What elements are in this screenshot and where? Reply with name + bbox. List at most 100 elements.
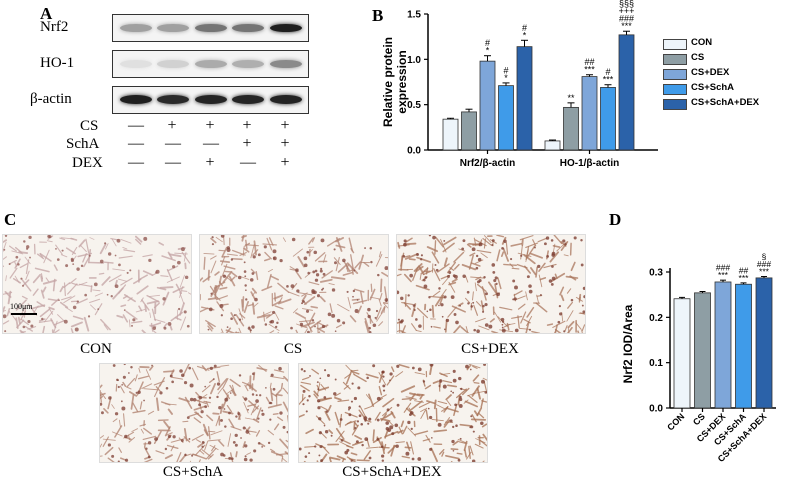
tissue-strand bbox=[201, 449, 212, 458]
tissue-strand bbox=[89, 298, 101, 304]
tissue-strand bbox=[506, 322, 510, 331]
tissue-strand bbox=[480, 252, 488, 259]
stained-cell bbox=[550, 239, 554, 242]
micrograph-caption: CS+SchA+DEX bbox=[342, 464, 442, 480]
tissue-strand bbox=[59, 301, 69, 309]
stained-cell bbox=[563, 330, 566, 333]
stained-cell bbox=[357, 386, 361, 390]
panel-letter-d: D bbox=[609, 210, 622, 229]
stained-cell bbox=[389, 425, 394, 430]
tissue-strand bbox=[443, 257, 448, 267]
tissue-strand bbox=[403, 273, 412, 283]
stained-cell bbox=[209, 366, 213, 370]
tissue-strand bbox=[329, 456, 341, 461]
stained-cell bbox=[488, 324, 493, 329]
tissue-strand bbox=[101, 276, 111, 286]
tissue-strand bbox=[57, 314, 65, 322]
tissue-strand bbox=[150, 322, 154, 332]
tissue-strand bbox=[42, 279, 57, 285]
tissue-strand bbox=[219, 403, 224, 414]
tissue-strand bbox=[283, 375, 288, 383]
tissue-strand bbox=[333, 257, 341, 265]
tissue-strand bbox=[237, 414, 242, 420]
tissue-strand bbox=[222, 271, 233, 283]
tissue-strand bbox=[303, 296, 316, 305]
stained-cell bbox=[384, 266, 388, 271]
tissue-strand bbox=[99, 243, 107, 255]
tissue-strand bbox=[82, 253, 87, 263]
stained-cell bbox=[130, 366, 133, 369]
legend-item: CS+SchA bbox=[663, 82, 783, 96]
tissue-strand bbox=[284, 451, 288, 455]
stained-cell bbox=[238, 318, 242, 321]
stained-cell bbox=[514, 328, 519, 333]
tissue-strand bbox=[530, 267, 537, 276]
tissue-strand bbox=[220, 364, 230, 367]
stained-cell bbox=[452, 369, 456, 373]
tissue-strand bbox=[378, 385, 383, 396]
stained-cell bbox=[368, 326, 371, 330]
tissue-strand bbox=[148, 294, 161, 297]
stained-cell bbox=[204, 385, 207, 388]
tissue-strand bbox=[225, 327, 232, 333]
tissue-strand bbox=[398, 364, 410, 369]
stained-cell bbox=[269, 418, 272, 421]
tissue-strand bbox=[44, 310, 54, 323]
stained-cell bbox=[478, 242, 483, 247]
tissue-strand bbox=[282, 457, 288, 462]
tissue-strand bbox=[309, 320, 322, 329]
tissue-strand bbox=[70, 321, 83, 328]
stained-cell bbox=[376, 418, 380, 422]
tissue-strand bbox=[179, 274, 185, 288]
tissue-strand bbox=[464, 400, 478, 408]
plus-sign: + bbox=[280, 135, 290, 152]
stained-cell bbox=[410, 427, 413, 430]
tissue-strand bbox=[241, 298, 244, 312]
stained-cell bbox=[270, 373, 274, 377]
tissue-strand bbox=[581, 324, 585, 332]
tissue-strand bbox=[221, 394, 229, 409]
tissue-strand bbox=[442, 277, 449, 286]
tissue-strand bbox=[376, 312, 383, 322]
stained-cell bbox=[503, 239, 507, 243]
stained-cell bbox=[458, 376, 462, 381]
tissue-strand bbox=[103, 408, 109, 414]
stained-cell bbox=[226, 248, 231, 253]
tissue-strand bbox=[489, 318, 495, 323]
bar bbox=[516, 46, 533, 151]
plus-sign: + bbox=[242, 135, 252, 152]
tissue-strand bbox=[579, 312, 585, 315]
stained-cell bbox=[305, 410, 308, 413]
tissue-strand bbox=[334, 411, 340, 426]
tissue-strand bbox=[225, 388, 234, 395]
stained-cell bbox=[438, 379, 443, 383]
tissue-strand bbox=[349, 458, 356, 461]
tissue-strand bbox=[401, 302, 414, 305]
stained-cell bbox=[76, 267, 80, 271]
stained-cell bbox=[480, 421, 484, 425]
stained-cell bbox=[520, 254, 523, 257]
condition-label: CS bbox=[80, 118, 99, 134]
micrograph-image bbox=[396, 234, 586, 334]
tissue-strand bbox=[32, 288, 39, 296]
tissue-strand bbox=[378, 321, 384, 327]
tissue-strand bbox=[163, 420, 171, 430]
tissue-strand bbox=[538, 274, 543, 288]
stained-cell bbox=[363, 416, 368, 421]
stained-cell bbox=[385, 299, 388, 302]
tissue-strand bbox=[230, 426, 242, 431]
tissue-strand bbox=[378, 372, 387, 386]
stained-cell bbox=[208, 307, 213, 312]
stained-cell bbox=[169, 374, 173, 378]
tissue-strand bbox=[78, 239, 86, 248]
tissue-strand bbox=[342, 381, 351, 390]
tissue-strand bbox=[123, 249, 136, 253]
plus-sign: + bbox=[280, 154, 290, 171]
tissue-strand bbox=[439, 372, 448, 378]
tissue-strand bbox=[268, 323, 280, 331]
stained-cell bbox=[348, 413, 352, 417]
stained-cell bbox=[342, 321, 346, 325]
tissue-strand bbox=[451, 278, 458, 283]
tissue-strand bbox=[511, 315, 523, 319]
stained-cell bbox=[429, 364, 434, 367]
